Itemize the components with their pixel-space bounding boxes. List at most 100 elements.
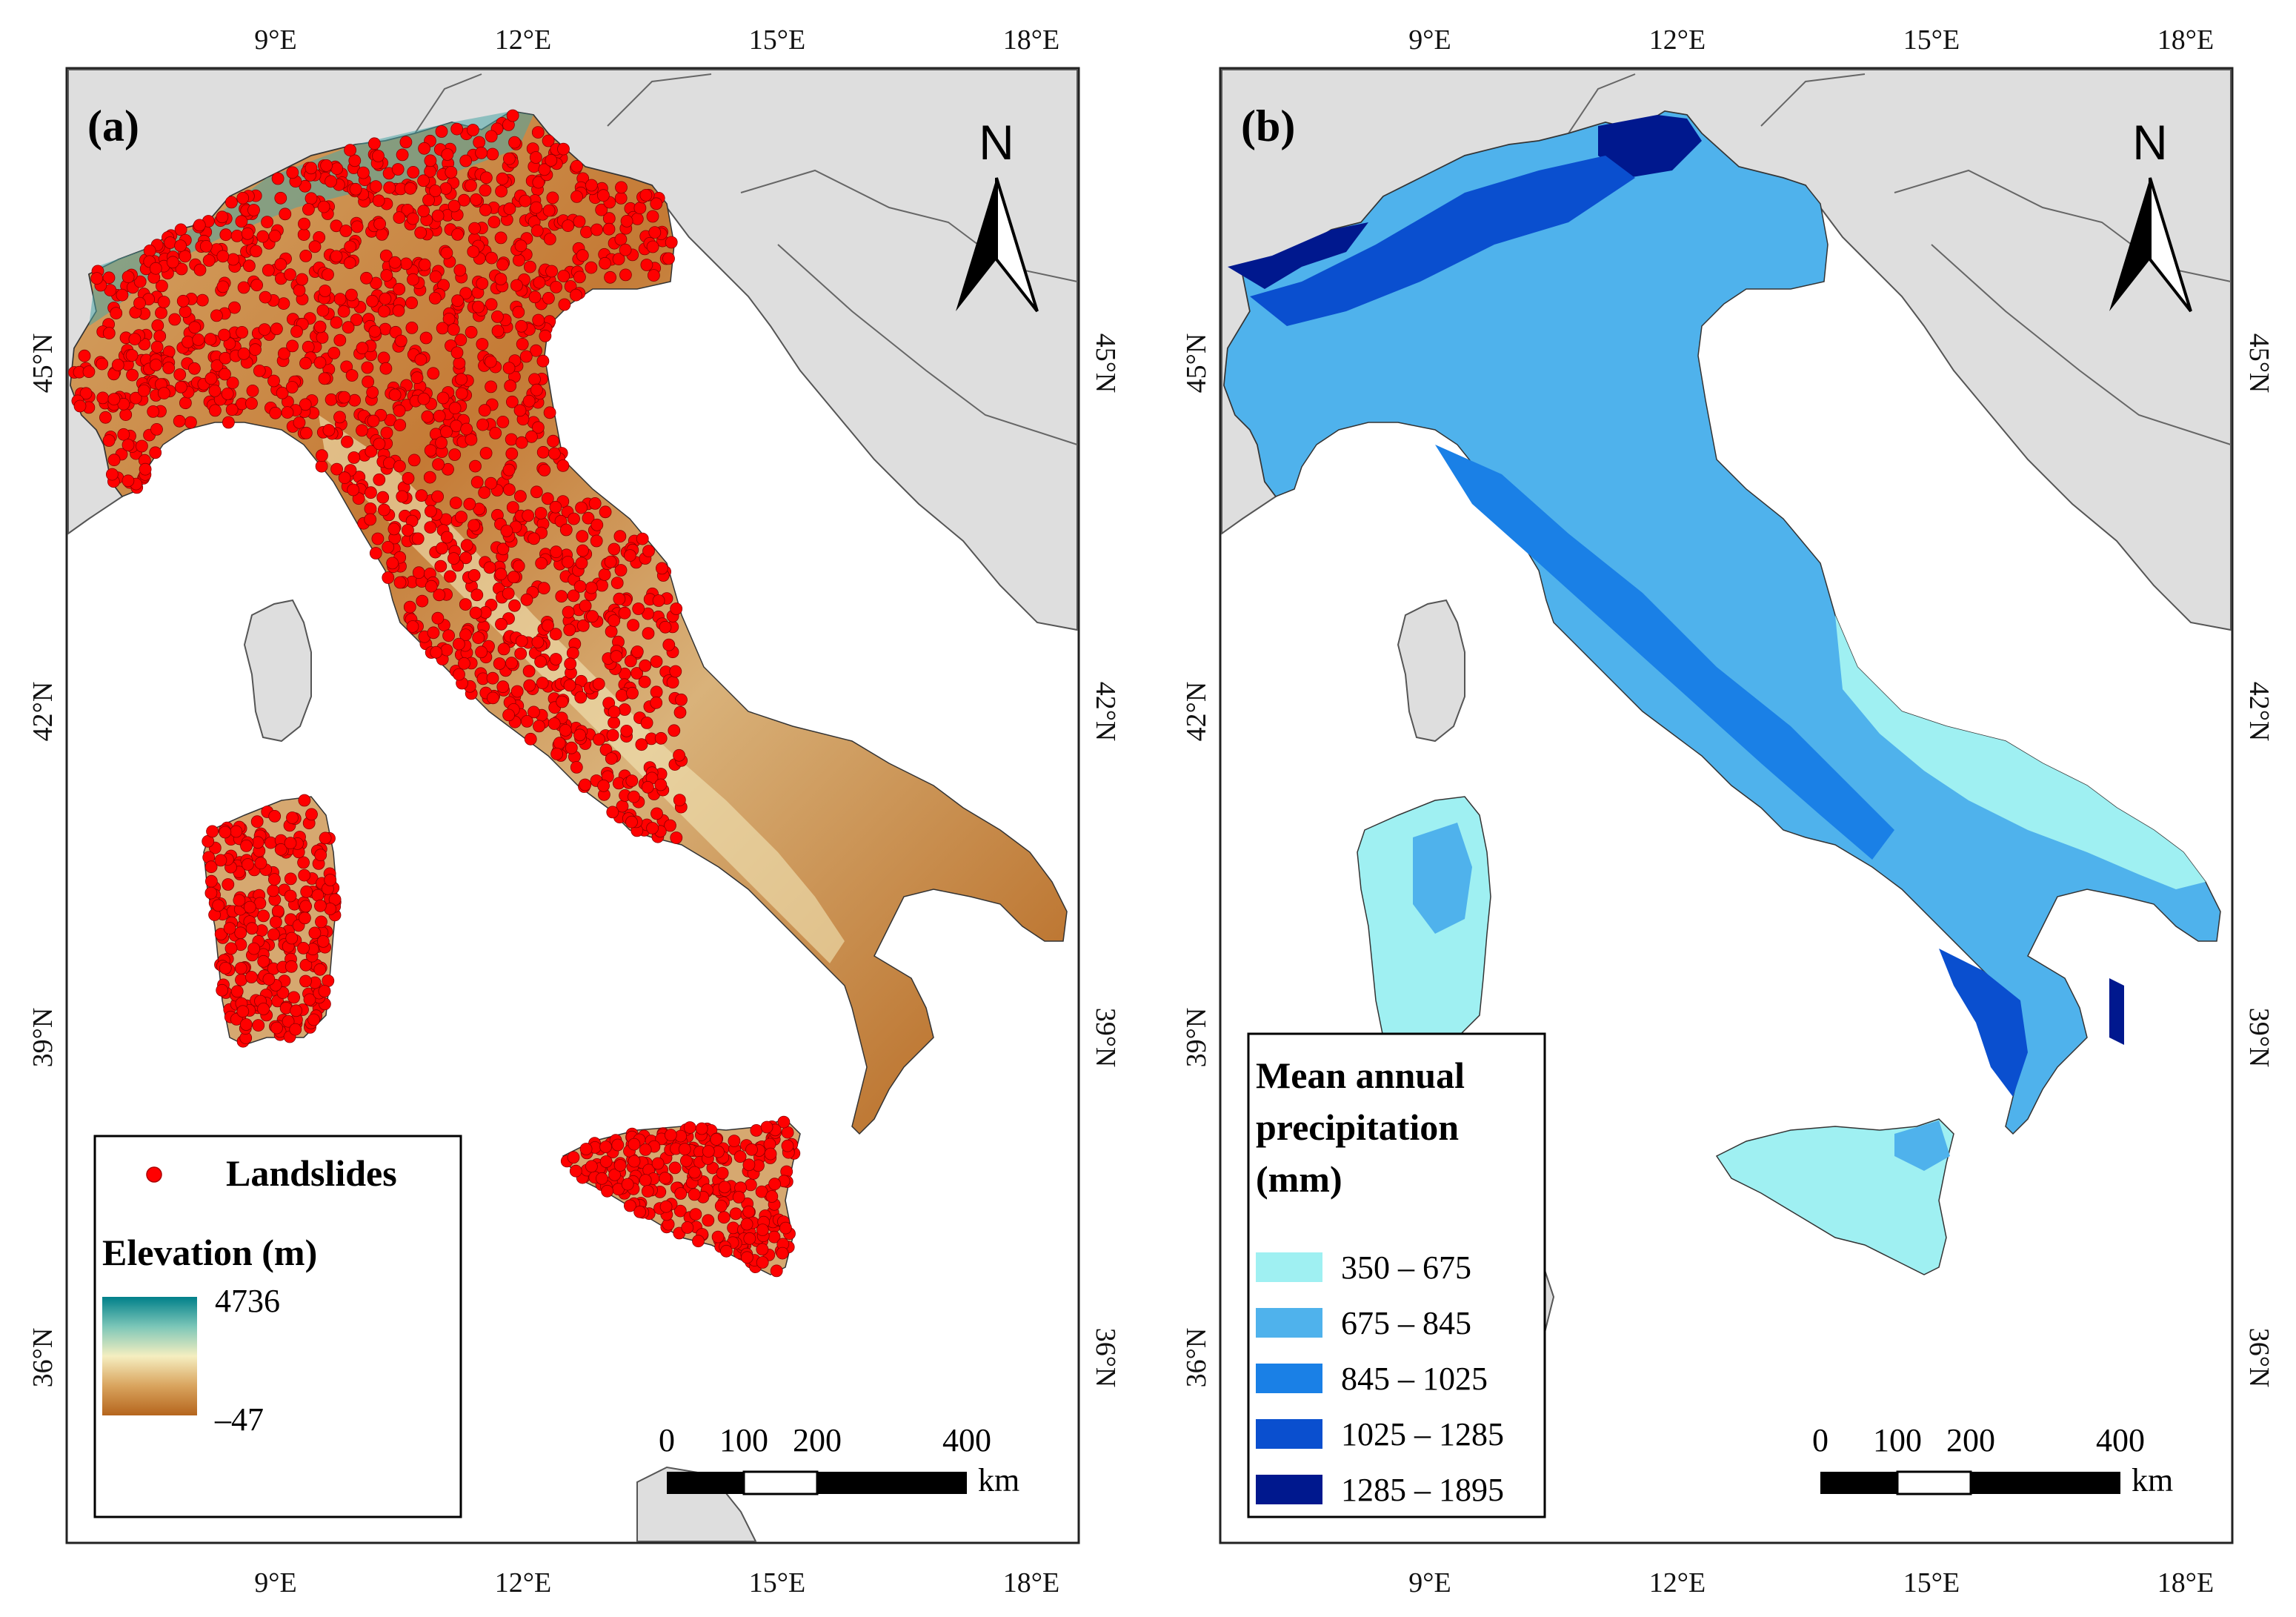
landslide-point <box>553 737 566 750</box>
landslide-point <box>434 560 447 573</box>
landslide-point <box>621 1178 634 1191</box>
landslide-point <box>576 619 590 632</box>
landslide-point <box>376 228 388 241</box>
tick-top-a-12e: 12°E <box>495 24 551 56</box>
landslide-point <box>702 1145 715 1158</box>
landslide-point <box>550 280 562 293</box>
landslide-point <box>491 325 505 338</box>
precip-class-3: 845 – 1025 <box>1341 1361 1488 1397</box>
landslide-point <box>513 253 525 267</box>
landslide-point <box>536 354 550 368</box>
landslide-point <box>96 391 110 405</box>
landslide-point <box>608 542 621 556</box>
landslide-point <box>204 333 217 346</box>
landslide-point <box>450 122 464 136</box>
landslide-point <box>393 459 406 473</box>
landslide-point <box>417 392 430 405</box>
landslide-point <box>610 577 624 589</box>
landslide-point <box>133 296 146 310</box>
landslide-legend-marker <box>146 1166 162 1183</box>
landslide-point <box>470 476 484 489</box>
precip-zone-1285-1895 <box>1228 222 1368 289</box>
landslide-point <box>630 645 644 658</box>
tick-right-b-36n: 36°N <box>2243 1328 2275 1388</box>
landslide-point <box>333 293 347 306</box>
landslide-point <box>319 831 332 845</box>
landslide-point <box>174 380 187 394</box>
landslide-point <box>525 430 538 443</box>
landslide-point <box>460 422 473 436</box>
landslide-point <box>373 473 386 486</box>
landslide-point <box>378 503 390 517</box>
landslide-point <box>625 815 638 829</box>
legend-a: Landslides Elevation (m) 4736 –47 <box>93 1135 462 1518</box>
landslide-point <box>391 163 405 176</box>
landslide-point <box>533 276 546 289</box>
landslide-point <box>179 250 192 263</box>
landslide-point <box>269 406 282 419</box>
landslide-point <box>515 634 528 648</box>
landslide-point <box>573 580 587 593</box>
landslide-point <box>727 1221 739 1235</box>
landslide-point <box>318 372 331 385</box>
elevation-colorbar <box>102 1297 197 1415</box>
landslide-point <box>234 962 247 974</box>
landslide-point <box>592 677 605 691</box>
landslide-point <box>530 383 543 396</box>
landslide-point <box>646 240 659 253</box>
landslide-point <box>264 836 277 849</box>
landslide-point <box>576 544 589 557</box>
landslide-point <box>673 794 686 806</box>
landslide-point <box>216 280 230 293</box>
landslide-point <box>599 256 611 270</box>
landslide-point <box>650 807 663 820</box>
landslide-point <box>429 185 442 197</box>
landslide-point <box>646 210 659 223</box>
landslide-point <box>536 445 550 459</box>
landslide-point <box>534 507 548 519</box>
landslide-point <box>614 233 628 246</box>
landslide-point <box>635 738 648 751</box>
landslide-point <box>496 542 510 556</box>
landslide-point <box>289 1023 302 1036</box>
landslide-point <box>432 458 445 471</box>
landslide-point <box>612 253 625 266</box>
landslide-point <box>596 1172 608 1185</box>
landslide-point <box>569 1164 582 1178</box>
svg-text:200: 200 <box>1946 1422 1995 1458</box>
landslide-point <box>403 600 416 614</box>
tick-top-b-18e: 18°E <box>2157 24 2214 56</box>
landslide-point <box>369 180 382 193</box>
landslide-point <box>102 434 116 447</box>
landslide-point <box>756 1256 769 1269</box>
north-arrow-a: N <box>956 115 1039 313</box>
landslide-point <box>339 225 353 237</box>
landslide-point <box>733 1150 747 1163</box>
landslide-point <box>613 1159 627 1172</box>
landslide-point <box>192 333 205 346</box>
landslide-point <box>732 1191 745 1203</box>
landslide-point <box>372 194 385 207</box>
landslide-point <box>585 1160 598 1173</box>
landslide-point <box>313 320 327 333</box>
landslide-point <box>356 166 370 179</box>
landslide-point <box>664 1129 677 1141</box>
landslide-point <box>299 398 312 411</box>
precip-zone-845-1025 <box>1435 445 1894 860</box>
landslide-point <box>147 405 160 418</box>
boundary-line <box>414 73 1078 445</box>
landslide-point <box>297 856 310 869</box>
landslide-point <box>582 511 595 525</box>
landslide-point <box>742 1205 756 1218</box>
landslide-point <box>500 525 513 537</box>
landslide-point <box>393 419 407 431</box>
landslide-point <box>247 942 261 955</box>
landslide-point <box>399 136 413 149</box>
landslide-point <box>300 885 313 898</box>
landslide-point <box>659 1200 673 1213</box>
landslide-point <box>538 163 551 176</box>
landslide-point <box>366 386 379 399</box>
landslide-point <box>245 922 259 935</box>
landslide-point <box>290 1004 303 1017</box>
landslide-point <box>521 715 533 728</box>
